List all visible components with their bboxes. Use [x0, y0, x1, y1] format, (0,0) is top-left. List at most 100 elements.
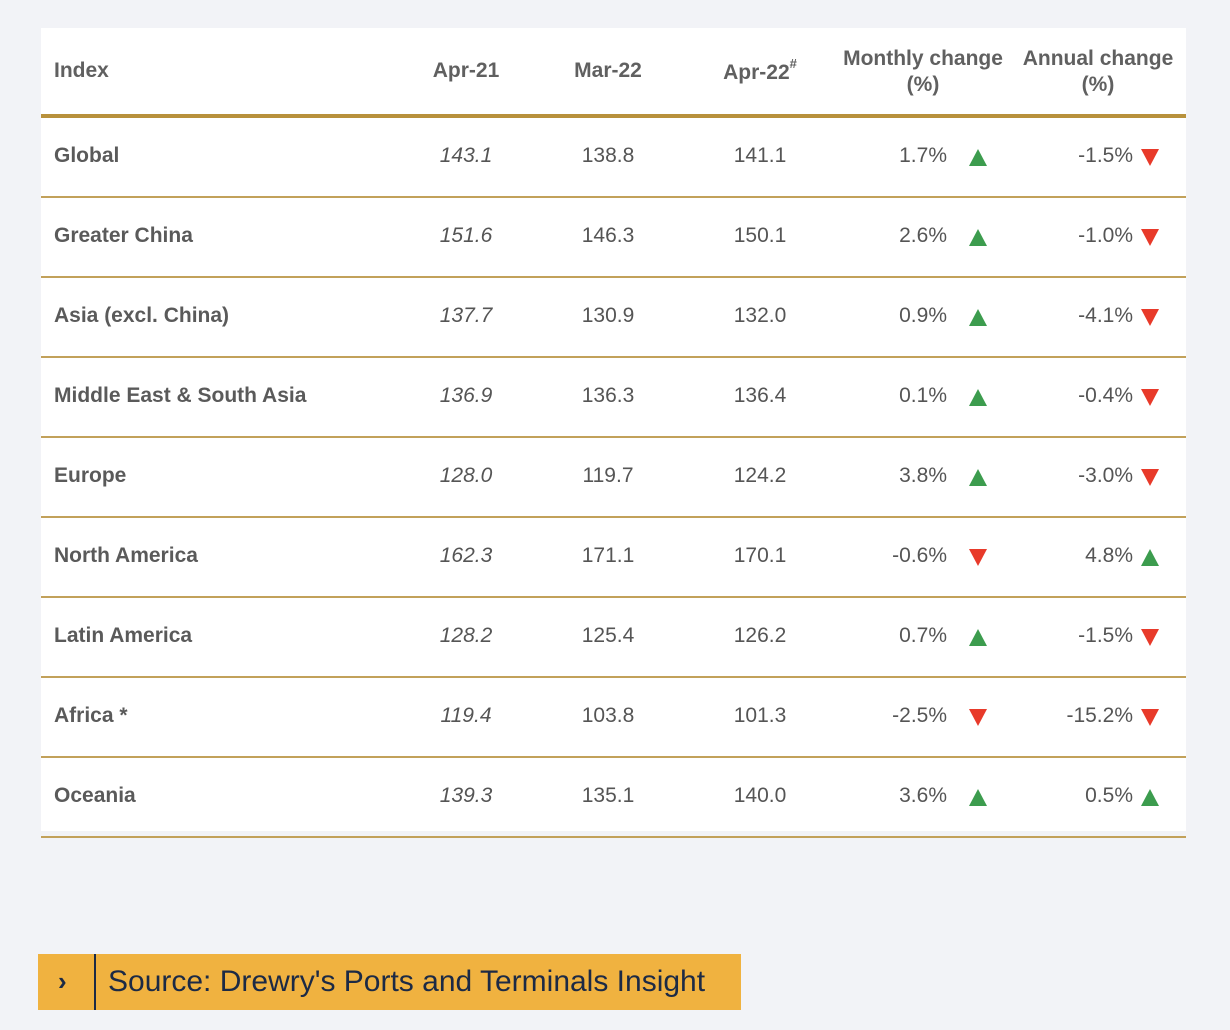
triangle-up-icon: [969, 149, 987, 166]
header-apr-21: Apr-21: [432, 59, 500, 82]
header-annual-change-line2: (%): [1081, 73, 1115, 96]
value-mar-22: 146.3: [581, 224, 635, 247]
annual-change-value: -15.2%: [1066, 704, 1133, 727]
source-text: Source: Drewry's Ports and Terminals Ins…: [108, 965, 706, 998]
value-mar-22: 136.3: [581, 384, 635, 407]
value-apr-21: 151.6: [439, 224, 493, 247]
triangle-down-icon: [969, 549, 987, 566]
value-apr-21: 128.0: [439, 464, 493, 487]
monthly-change-value: 3.6%: [899, 784, 947, 807]
table-row: Greater China 151.6 146.3 150.1 2.6% -1.0%: [41, 198, 1186, 278]
table-row: Europe 128.0 119.7 124.2 3.8% -3.0%: [41, 438, 1186, 518]
header-apr-22-label: Apr-22: [723, 61, 790, 84]
region-name: Global: [54, 144, 120, 167]
triangle-down-icon: [1141, 629, 1159, 646]
triangle-down-icon: [1141, 389, 1159, 406]
monthly-change-value: 0.1%: [899, 384, 947, 407]
table-row: Africa * 119.4 103.8 101.3 -2.5% -15.2%: [41, 678, 1186, 758]
table-row: North America 162.3 171.1 170.1 -0.6% 4.8%: [41, 518, 1186, 598]
triangle-up-icon: [969, 229, 987, 246]
value-apr-21: 119.4: [440, 704, 492, 727]
region-name: Africa *: [54, 704, 128, 727]
triangle-up-icon: [969, 309, 987, 326]
header-monthly-change-line1: Monthly change: [843, 47, 1003, 70]
annual-change-value: -3.0%: [1078, 464, 1133, 487]
annual-change-value: -4.1%: [1078, 304, 1133, 327]
triangle-up-icon: [1141, 549, 1159, 566]
table-row: Middle East & South Asia 136.9 136.3 136.4 0…: [41, 358, 1186, 438]
region-name: North America: [54, 544, 198, 567]
monthly-change-value: 0.9%: [899, 304, 947, 327]
value-apr-22: 150.1: [733, 224, 787, 247]
value-mar-22: 171.1: [581, 544, 635, 567]
value-mar-22: 138.8: [581, 144, 635, 167]
header-annual-change: Annual change (%): [1013, 46, 1183, 98]
table-row: Global 143.1 138.8 141.1 1.7% -1.5%: [41, 118, 1186, 198]
triangle-up-icon: [969, 469, 987, 486]
region-name: Asia (excl. China): [54, 304, 230, 327]
annual-change-value: -1.0%: [1078, 224, 1133, 247]
annual-change-value: -1.5%: [1078, 624, 1133, 647]
value-apr-22: 124.2: [733, 464, 787, 487]
table-body: Global 143.1 138.8 141.1 1.7% -1.5% Greater Ch…: [41, 118, 1186, 838]
annual-change-value: -0.4%: [1078, 384, 1133, 407]
value-mar-22: 103.8: [581, 704, 635, 727]
monthly-change-value: 3.8%: [899, 464, 947, 487]
value-apr-22: 136.4: [733, 384, 787, 407]
header-monthly-change-line2: (%): [906, 73, 940, 96]
triangle-down-icon: [1141, 469, 1159, 486]
value-apr-22: 126.2: [733, 624, 787, 647]
region-name: Middle East & South Asia: [54, 384, 307, 407]
monthly-change-value: 2.6%: [899, 224, 947, 247]
triangle-down-icon: [1141, 149, 1159, 166]
header-index: Index: [54, 59, 109, 82]
value-apr-21: 143.1: [439, 144, 493, 167]
region-name: Europe: [54, 464, 127, 487]
header-mar-22: Mar-22: [574, 59, 642, 82]
triangle-down-icon: [1141, 229, 1159, 246]
value-mar-22: 125.4: [581, 624, 635, 647]
value-apr-21: 139.3: [439, 784, 493, 807]
port-index-table: Index Apr-21 Mar-22 Apr-22# Monthly chan…: [41, 28, 1186, 838]
source-divider: [94, 954, 96, 1010]
value-apr-22: 101.3: [733, 704, 787, 727]
region-name: Latin America: [54, 624, 193, 647]
source-link[interactable]: › Source: Drewry's Ports and Terminals I…: [38, 954, 741, 1010]
header-annual-change-line1: Annual change: [1022, 47, 1174, 70]
value-apr-21: 136.9: [439, 384, 493, 407]
header-apr-22: Apr-22#: [695, 56, 825, 85]
triangle-up-icon: [969, 789, 987, 806]
annual-change-value: 4.8%: [1085, 544, 1133, 567]
table-row: Oceania 139.3 135.1 140.0 3.6% 0.5%: [41, 758, 1186, 838]
chevron-right-icon: ›: [58, 966, 67, 996]
triangle-down-icon: [969, 709, 987, 726]
value-apr-22: 132.0: [733, 304, 787, 327]
value-mar-22: 130.9: [581, 304, 635, 327]
monthly-change-value: 0.7%: [899, 624, 947, 647]
annual-change-value: -1.5%: [1078, 144, 1133, 167]
header-apr-22-footnote-mark: #: [789, 56, 797, 71]
triangle-down-icon: [1141, 709, 1159, 726]
header-monthly-change: Monthly change (%): [833, 46, 1013, 98]
table-row: Latin America 128.2 125.4 126.2 0.7% -1.5%: [41, 598, 1186, 678]
region-name: Oceania: [54, 784, 136, 807]
value-mar-22: 135.1: [581, 784, 635, 807]
value-apr-21: 128.2: [439, 624, 493, 647]
triangle-down-icon: [1141, 309, 1159, 326]
monthly-change-value: 1.7%: [899, 144, 947, 167]
value-apr-22: 140.0: [733, 784, 787, 807]
value-apr-22: 170.1: [733, 544, 787, 567]
triangle-up-icon: [969, 629, 987, 646]
value-apr-21: 162.3: [439, 544, 493, 567]
table-row: Asia (excl. China) 137.7 130.9 132.0 0.9% -4.…: [41, 278, 1186, 358]
triangle-up-icon: [969, 389, 987, 406]
table-header-row: Index Apr-21 Mar-22 Apr-22# Monthly chan…: [41, 28, 1186, 118]
region-name: Greater China: [54, 224, 193, 247]
value-mar-22: 119.7: [582, 464, 634, 487]
monthly-change-value: -0.6%: [892, 544, 947, 567]
annual-change-value: 0.5%: [1085, 784, 1133, 807]
value-apr-21: 137.7: [439, 304, 493, 327]
triangle-up-icon: [1141, 789, 1159, 806]
monthly-change-value: -2.5%: [892, 704, 947, 727]
value-apr-22: 141.1: [733, 144, 787, 167]
